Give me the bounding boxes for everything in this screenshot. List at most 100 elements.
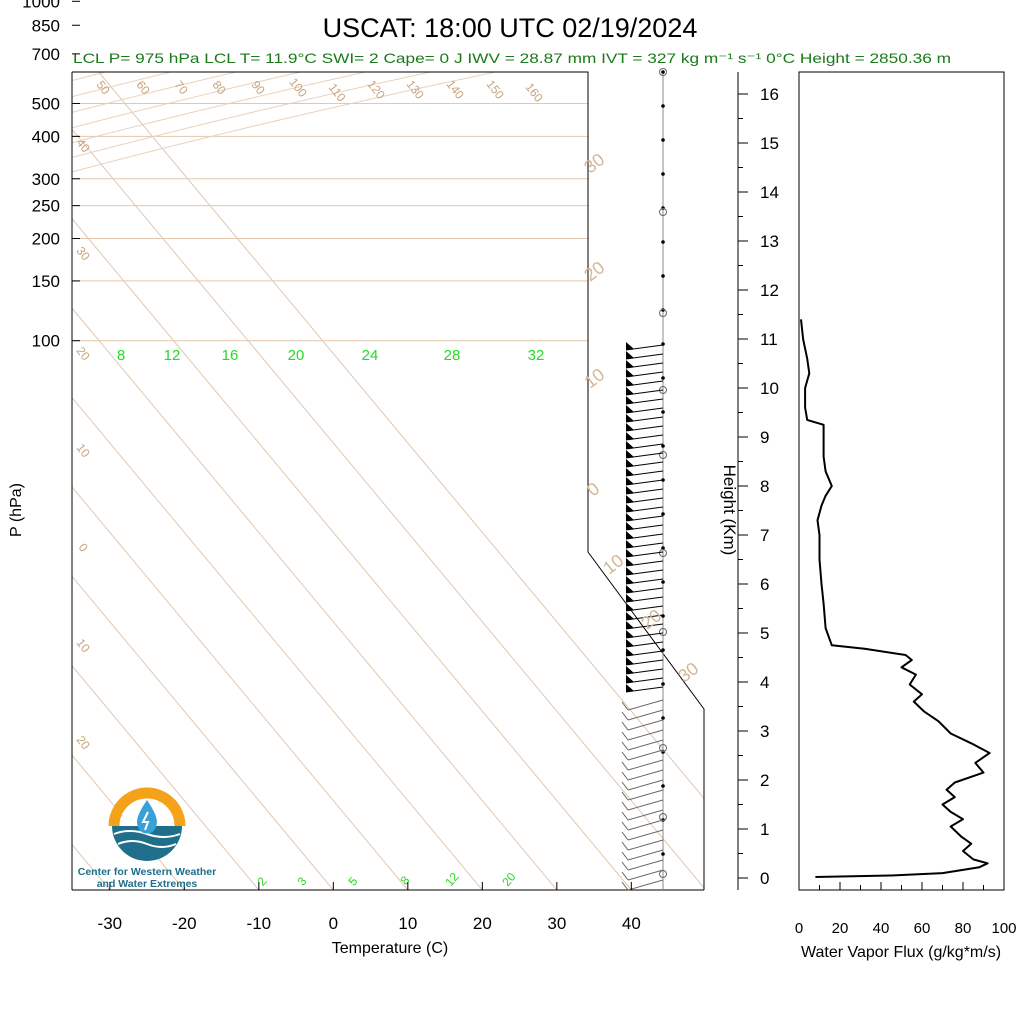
- height-tick-label: 1: [760, 820, 769, 839]
- isotherm-label: 30: [74, 244, 93, 263]
- isotherm-line: [72, 72, 260, 890]
- isotherm-label: 110: [326, 81, 349, 105]
- pressure-tick-label: 1000: [22, 0, 60, 11]
- level-dot: [661, 104, 665, 108]
- logo-bolt-icon: [141, 811, 150, 831]
- isotherm-line: [72, 72, 704, 890]
- wind-barb-pennant: [626, 675, 634, 683]
- mixing-ratio-label: 8: [117, 347, 125, 364]
- wind-barb-feather: [621, 801, 629, 811]
- temperature-tick-label: 0: [329, 914, 338, 933]
- wind-barb-feather: [621, 771, 629, 781]
- pressure-tick-label: 400: [32, 127, 60, 146]
- wind-barb-pennant: [626, 405, 634, 413]
- wind-barb-pennant: [626, 414, 634, 422]
- wind-barb-shaft: [627, 859, 664, 871]
- wind-barb-pennant: [626, 459, 634, 467]
- mixing-ratio-label: 8: [397, 873, 412, 887]
- isotherm-line: [72, 72, 409, 890]
- height-tick-label: 3: [760, 722, 769, 741]
- temperature-tick-label: -20: [172, 914, 197, 933]
- wind-barb-shaft: [627, 719, 664, 731]
- pressure-tick-label: 700: [32, 45, 60, 64]
- wind-barb-pennant: [626, 666, 634, 674]
- isotherm-label: 160: [522, 80, 546, 105]
- skewt-frame-right: [72, 71, 705, 890]
- pressure-tick-label: 200: [32, 230, 60, 249]
- wind-barb-pennant: [626, 576, 634, 584]
- wind-barb-shaft: [627, 779, 664, 791]
- height-tick-label: 12: [760, 281, 779, 300]
- wind-barb-pennant: [626, 648, 634, 656]
- height-tick-label: 5: [760, 624, 769, 643]
- isotherm-label-large: 10: [580, 364, 608, 392]
- wind-barb-shaft: [627, 699, 664, 711]
- temperature-tick-label: 10: [398, 914, 417, 933]
- isotherm-line: [98, 72, 704, 890]
- mixing-ratio-label: 5: [345, 874, 360, 888]
- flux-tick-label: 100: [991, 920, 1016, 937]
- level-dot: [661, 138, 665, 142]
- wind-barb-pennant: [626, 540, 634, 548]
- wind-barb-feather: [621, 841, 629, 851]
- wind-barb-feather: [621, 781, 629, 791]
- level-circle: [659, 208, 667, 216]
- wind-barb-pennant: [626, 378, 634, 386]
- level-dot: [661, 580, 665, 584]
- isotherm-label: 130: [403, 77, 427, 102]
- wind-barb-feather: [621, 711, 629, 721]
- flux-tick-label: 40: [873, 920, 890, 937]
- wind-barb-pennant: [626, 360, 634, 368]
- isotherm-label: 0: [76, 541, 91, 555]
- wind-barb-feather: [621, 751, 629, 761]
- height-tick-label: 10: [760, 379, 779, 398]
- mixing-ratio-label: 20: [499, 870, 519, 889]
- pressure-tick-label: 500: [32, 94, 60, 113]
- level-dot: [661, 512, 665, 516]
- isotherm-label: 70: [172, 78, 191, 97]
- isotherm-line: [72, 72, 111, 890]
- wind-barb-shaft: [627, 839, 664, 851]
- pressure-tick-label: 150: [32, 272, 60, 291]
- level-dot: [661, 274, 665, 278]
- height-tick-label: 0: [760, 869, 769, 888]
- level-dot: [661, 240, 665, 244]
- dry-adiabat: [72, 72, 674, 342]
- level-circle: [659, 309, 667, 317]
- wind-barb-shaft: [627, 879, 664, 891]
- mixing-ratio-label: 28: [444, 347, 461, 364]
- wind-barb-pennant: [626, 468, 634, 476]
- isotherm-label: 20: [74, 344, 93, 363]
- sounding-indices: LCL P= 975 hPa LCL T= 11.9°C SWI= 2 Cape…: [73, 50, 951, 66]
- flux-axis-label: Water Vapor Flux (g/kg*m/s): [801, 944, 1001, 961]
- wind-barb-pennant: [626, 432, 634, 440]
- wind-barb-pennant: [626, 342, 634, 350]
- height-tick-label: 13: [760, 232, 779, 251]
- wind-barb-pennant: [626, 522, 634, 530]
- wind-barb-pennant: [626, 684, 634, 692]
- isotherm-label: 10: [74, 636, 93, 655]
- wind-barb-feather: [621, 761, 629, 771]
- mixing-ratio-label: 12: [164, 347, 181, 364]
- dry-adiabat: [72, 72, 704, 342]
- x-axis-label: Temperature (C): [332, 940, 448, 957]
- wind-barb-pennant: [626, 621, 634, 629]
- wind-barb-feather: [621, 721, 629, 731]
- wind-barb-pennant: [626, 495, 634, 503]
- level-circle: [659, 68, 667, 76]
- isotherm-label: 120: [364, 77, 388, 102]
- isotherm-label-large: 30: [674, 658, 702, 686]
- pressure-tick-label: 250: [32, 197, 60, 216]
- mixing-ratio-label: 16: [222, 347, 239, 364]
- mixing-ratio-label: 32: [528, 347, 545, 364]
- wind-barb-pennant: [626, 486, 634, 494]
- level-dot: [661, 852, 665, 856]
- logo-drop-icon: [137, 800, 157, 834]
- wind-barb-feather: [621, 791, 629, 801]
- temperature-tick-label: -30: [98, 914, 123, 933]
- wind-barb-pennant: [626, 351, 634, 359]
- logo-wave-line: [113, 830, 181, 838]
- wind-barb-shaft: [627, 709, 664, 721]
- mixing-ratio-label: 20: [288, 347, 305, 364]
